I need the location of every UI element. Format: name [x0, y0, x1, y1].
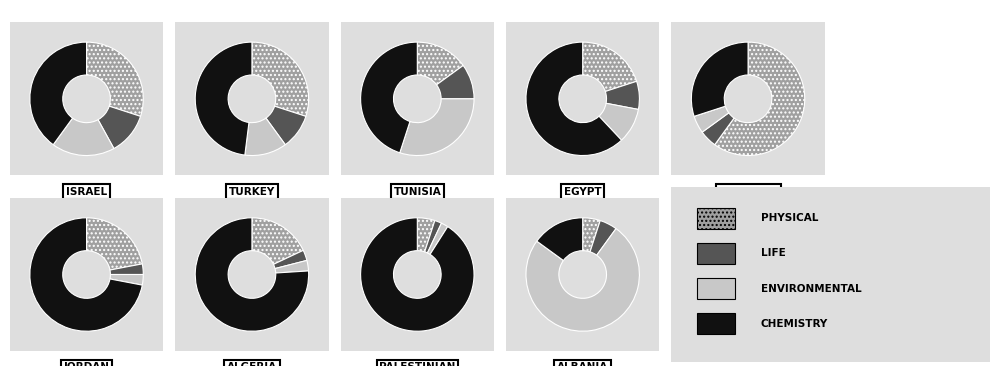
Wedge shape	[425, 221, 441, 253]
Wedge shape	[252, 218, 303, 264]
Wedge shape	[583, 218, 600, 252]
Text: EGYPT: EGYPT	[564, 187, 601, 197]
Wedge shape	[195, 42, 252, 155]
Wedge shape	[702, 113, 734, 145]
Bar	[697, 243, 735, 264]
Wedge shape	[275, 260, 309, 273]
Wedge shape	[715, 42, 805, 156]
Text: LIFE: LIFE	[761, 249, 785, 258]
Text: MOROCCO: MOROCCO	[718, 187, 778, 197]
Wedge shape	[361, 42, 417, 153]
Wedge shape	[98, 106, 140, 149]
Wedge shape	[526, 42, 622, 156]
Text: PHYSICAL: PHYSICAL	[761, 213, 818, 223]
Wedge shape	[30, 42, 87, 145]
Text: TURKEY: TURKEY	[229, 187, 275, 197]
Text: TUNISIA: TUNISIA	[393, 187, 441, 197]
Wedge shape	[273, 250, 307, 269]
Text: CHEMISTRY: CHEMISTRY	[761, 319, 828, 329]
Wedge shape	[110, 274, 143, 285]
Wedge shape	[605, 81, 639, 109]
Wedge shape	[87, 42, 143, 116]
Wedge shape	[30, 218, 142, 331]
Wedge shape	[400, 99, 474, 156]
Text: PALESTINIAN
AUTHORITY: PALESTINIAN AUTHORITY	[379, 362, 456, 366]
Bar	[697, 313, 735, 334]
Wedge shape	[110, 264, 143, 274]
Wedge shape	[583, 42, 637, 92]
Wedge shape	[266, 106, 306, 145]
Wedge shape	[417, 42, 463, 85]
Bar	[697, 278, 735, 299]
Wedge shape	[53, 118, 114, 156]
Wedge shape	[437, 66, 474, 99]
Wedge shape	[87, 218, 142, 270]
Wedge shape	[252, 42, 309, 116]
Wedge shape	[427, 223, 448, 254]
Text: ALBANIA: ALBANIA	[557, 362, 608, 366]
Text: ISRAEL: ISRAEL	[66, 187, 107, 197]
Wedge shape	[537, 218, 583, 261]
Wedge shape	[691, 42, 748, 116]
Bar	[697, 208, 735, 229]
Wedge shape	[195, 218, 309, 331]
Text: JORDAN: JORDAN	[64, 362, 110, 366]
Wedge shape	[694, 106, 729, 132]
Wedge shape	[361, 218, 474, 331]
Wedge shape	[417, 218, 435, 252]
Text: ALGERIA: ALGERIA	[227, 362, 277, 366]
Text: ENVIRONMENTAL: ENVIRONMENTAL	[761, 284, 861, 294]
Wedge shape	[526, 229, 639, 331]
Wedge shape	[599, 103, 638, 140]
Wedge shape	[590, 221, 616, 255]
Wedge shape	[245, 118, 285, 156]
